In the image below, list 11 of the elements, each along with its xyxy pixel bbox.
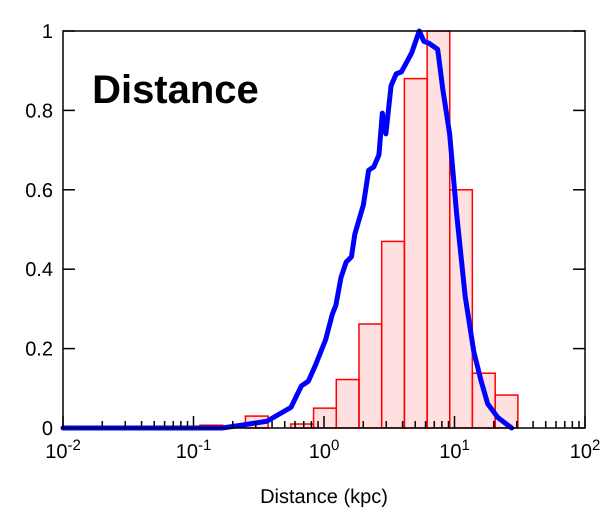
- y-tick-label: 0.6: [25, 180, 53, 202]
- y-tick-label: 0.8: [25, 100, 53, 122]
- x-tick-label: 10$^{0}$: [308, 436, 340, 463]
- x-axis-title: Distance (kpc): [260, 486, 388, 508]
- text: Distance: [92, 68, 259, 112]
- x-tick-label: 10$^{2}$: [570, 436, 600, 463]
- y-tick-label: 1: [42, 21, 53, 43]
- y-tick-label: 0.2: [25, 338, 53, 361]
- y-tick-label: 0.4: [25, 259, 53, 282]
- x-tick-label: 10$^{1}$: [439, 436, 470, 463]
- x-tick-label: 10$^{-1}$: [176, 436, 212, 463]
